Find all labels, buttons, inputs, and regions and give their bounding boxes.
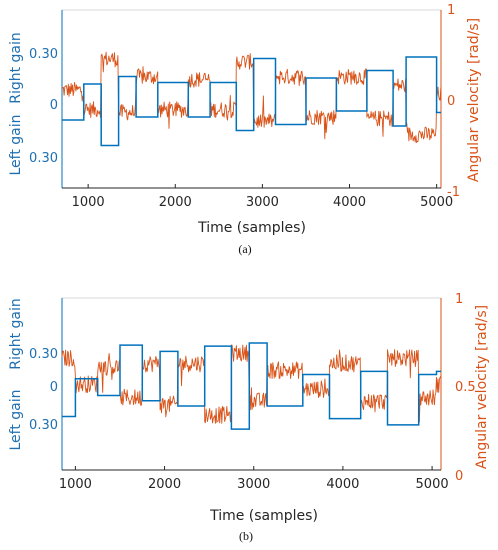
right-tick-label: 0.5 [455,380,476,395]
x-tick-label: 3000 [237,477,270,492]
y-axis-right-label: Angular velocity [rad/s] [474,305,490,469]
x-tick-label: 1000 [72,195,105,210]
chart-panel-b: Right gain Left gain 0.30 0 0.30 1 0.5 0… [8,292,490,543]
right-tick-label: 0 [455,469,463,484]
x-tick-label: 5000 [416,477,449,492]
x-axis-label: Time (samples) [197,220,306,236]
left-tick-label: 0.30 [29,418,58,433]
right-tick-label: 1 [447,3,455,18]
y-axis-right-label: Angular velocity [rad/s] [466,18,482,182]
right-tick-label: 0 [447,94,455,109]
gain-step-line [62,342,441,430]
left-tick-label: 0.30 [29,347,58,362]
x-tick-label: 2000 [148,477,181,492]
panel-caption-b: (b) [239,529,253,543]
right-gain-label: Right gain [8,298,24,370]
plot-frame [61,297,442,471]
left-tick-label: 0.30 [29,47,58,62]
angular-velocity-line [61,51,442,144]
left-tick-label: 0 [50,98,58,113]
x-tick-label: 3000 [246,195,279,210]
left-tick-label: 0 [50,380,58,395]
x-tick-label: 4000 [333,195,366,210]
x-tick-label: 2000 [159,195,192,210]
right-gain-label: Right gain [8,32,24,104]
gain-step-line [62,56,441,147]
x-tick-label: 4000 [326,477,359,492]
left-gain-label: Left gain [8,114,24,175]
x-tick-label: 5000 [420,195,453,210]
x-tick-label: 1000 [59,477,92,492]
left-tick-label: 0.30 [29,151,58,166]
left-gain-label: Left gain [8,389,24,450]
right-tick-label: -1 [447,185,460,200]
chart-panel-a: Right gain Left gain 0.30 0 0.30 1 0 -1 … [8,3,482,256]
x-axis-label: Time (samples) [209,508,318,524]
angular-velocity-line [61,344,442,424]
panel-caption-a: (a) [238,242,251,256]
right-tick-label: 1 [455,292,463,307]
